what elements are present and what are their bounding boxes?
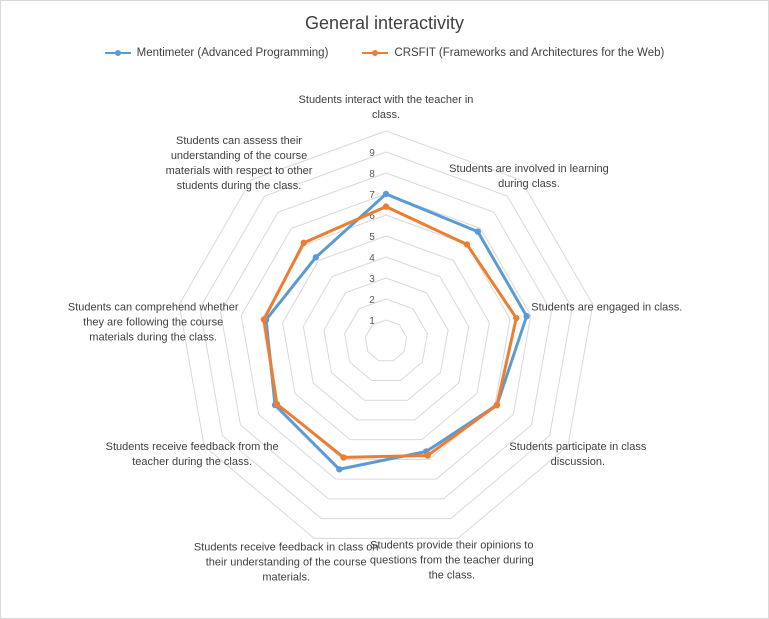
axis-label-line: Students are engaged in class. xyxy=(531,302,682,314)
axis-label-line: class. xyxy=(372,109,400,121)
axis-label-3: Students are engaged in class. xyxy=(531,302,682,314)
legend-label-crsfit: CRSFIT (Frameworks and Architectures for… xyxy=(394,47,665,59)
tick-label-6: 6 xyxy=(369,211,375,222)
axis-label-line: questions from the teacher during xyxy=(370,554,534,566)
legend-swatch-crsfit xyxy=(362,50,389,56)
axis-label-7: Students receive feedback from the teache… xyxy=(106,441,279,468)
axis-label-1: Students interact with the teacher in cla… xyxy=(299,94,474,121)
series-line-2 xyxy=(262,205,518,459)
axis-label-line: students during the class. xyxy=(177,180,302,192)
series-1-point-3 xyxy=(523,313,530,320)
axis-label-line: Students are involved in learning xyxy=(449,163,609,175)
series-1-point-6 xyxy=(336,466,343,473)
grid-ring-2 xyxy=(344,298,428,381)
axis-label-line: discussion. xyxy=(551,456,605,468)
grid-ring-7 xyxy=(240,193,532,480)
series-2-point-9 xyxy=(300,239,307,247)
grid-ring-5 xyxy=(282,235,490,441)
series-line-1 xyxy=(264,192,529,471)
legend-item-crsfit: CRSFIT (Frameworks and Architectures for… xyxy=(362,47,664,59)
series-2-point-1 xyxy=(382,203,390,210)
legend: Mentimeter (Advanced Programming) CRSFIT… xyxy=(1,47,768,59)
axis-label-line: Students receive feedback from the xyxy=(106,441,279,453)
axis-label-9: Students can assess their understanding o… xyxy=(166,135,313,192)
axis-label-line: Students participate in class xyxy=(509,441,646,453)
series-2-point-4 xyxy=(493,401,501,409)
series-2-point-6 xyxy=(340,454,347,461)
axis-label-4: Students participate in class discussion. xyxy=(509,441,646,468)
series-1-point-9 xyxy=(312,254,320,261)
legend-swatch-mentimeter xyxy=(104,50,131,56)
legend-marker-crsfit xyxy=(372,50,379,56)
axis-label-line: they are following the course xyxy=(83,317,223,329)
axis-label-line: materials. xyxy=(262,571,310,583)
chart-title: General interactivity xyxy=(304,13,465,33)
series-2-point-7 xyxy=(273,400,281,408)
grid-ring-8 xyxy=(220,172,552,500)
grid-ring-3 xyxy=(323,277,449,401)
grid-ring-4 xyxy=(302,256,470,421)
axis-label-5: Students provide their opinions to questi… xyxy=(370,539,534,581)
axis-label-line: Students interact with the teacher in xyxy=(299,94,474,106)
axis-label-line: Students provide their opinions to xyxy=(370,539,533,551)
axis-label-8: Students can comprehend whether they are … xyxy=(68,302,239,344)
series-1-point-1 xyxy=(382,190,390,198)
axis-label-line: their understanding of the course xyxy=(206,556,367,568)
axis-label-6: Students receive feedback in class on the… xyxy=(194,541,379,583)
axis-label-line: Students can comprehend whether xyxy=(68,302,239,314)
axis-label-line: teacher during the class. xyxy=(132,456,252,468)
axis-label-line: during class. xyxy=(498,178,560,190)
tick-label-5: 5 xyxy=(369,232,375,243)
axis-label-line: Students can assess their xyxy=(176,135,302,147)
series-2-point-8 xyxy=(260,316,268,323)
series-2-point-5 xyxy=(424,452,431,459)
axis-label-line: understanding of the course xyxy=(171,150,307,162)
axis-label-2: Students are involved in learning during … xyxy=(449,163,609,190)
tick-label-8: 8 xyxy=(369,169,375,180)
legend-item-mentimeter: Mentimeter (Advanced Programming) xyxy=(104,47,329,59)
tick-label-4: 4 xyxy=(369,253,375,264)
grid-ring-9 xyxy=(199,151,573,520)
legend-marker-mentimeter xyxy=(114,50,121,56)
tick-label-7: 7 xyxy=(369,190,375,201)
series-2-point-3 xyxy=(513,314,520,322)
axis-label-line: the class. xyxy=(429,569,475,581)
tick-label-1: 1 xyxy=(369,316,375,327)
tick-label-3: 3 xyxy=(369,274,375,285)
axis-label-line: materials with respect to other xyxy=(166,165,313,177)
series-2-point-2 xyxy=(463,241,471,248)
tick-label-2: 2 xyxy=(369,295,375,306)
legend-label-mentimeter: Mentimeter (Advanced Programming) xyxy=(136,47,329,59)
grid-ring-1 xyxy=(364,319,408,362)
grid-ring-10 xyxy=(178,130,594,539)
series-1-point-2 xyxy=(474,228,481,235)
axis-label-line: Students receive feedback in class on xyxy=(194,541,379,553)
axis-label-line: materials during the class. xyxy=(89,332,217,344)
tick-label-9: 9 xyxy=(369,148,375,159)
